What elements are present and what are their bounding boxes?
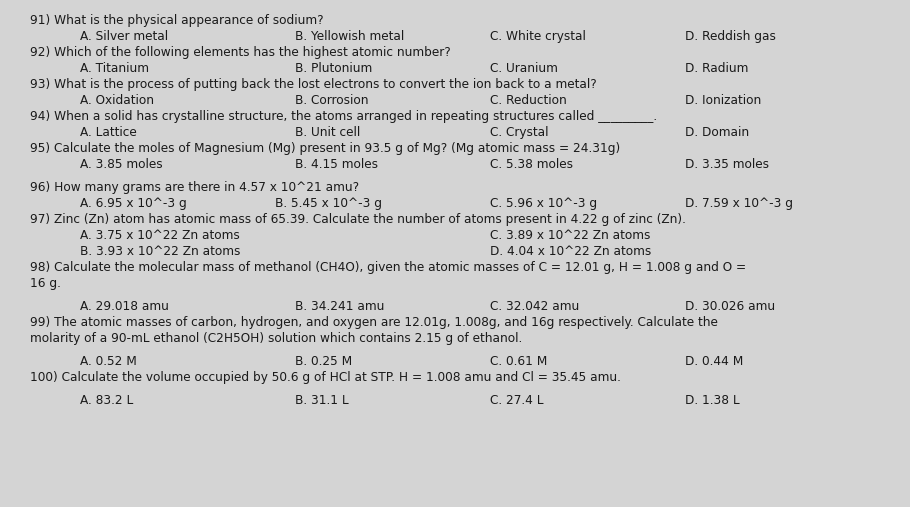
Text: B. 4.15 moles: B. 4.15 moles: [295, 158, 378, 171]
Text: D. 7.59 x 10^-3 g: D. 7.59 x 10^-3 g: [685, 197, 793, 210]
Text: D. Ionization: D. Ionization: [685, 94, 762, 107]
Text: D. 1.38 L: D. 1.38 L: [685, 394, 740, 407]
Text: C. 3.89 x 10^22 Zn atoms: C. 3.89 x 10^22 Zn atoms: [490, 229, 651, 242]
Text: 91) What is the physical appearance of sodium?: 91) What is the physical appearance of s…: [30, 14, 324, 27]
Text: D. 4.04 x 10^22 Zn atoms: D. 4.04 x 10^22 Zn atoms: [490, 245, 652, 258]
Text: 94) When a solid has crystalline structure, the atoms arranged in repeating stru: 94) When a solid has crystalline structu…: [30, 110, 657, 123]
Text: D. 3.35 moles: D. 3.35 moles: [685, 158, 769, 171]
Text: A. 29.018 amu: A. 29.018 amu: [80, 300, 169, 313]
Text: D. 30.026 amu: D. 30.026 amu: [685, 300, 775, 313]
Text: A. 6.95 x 10^-3 g: A. 6.95 x 10^-3 g: [80, 197, 187, 210]
Text: A. Lattice: A. Lattice: [80, 126, 136, 139]
Text: A. 3.85 moles: A. 3.85 moles: [80, 158, 163, 171]
Text: 16 g.: 16 g.: [30, 277, 61, 290]
Text: 99) The atomic masses of carbon, hydrogen, and oxygen are 12.01g, 1.008g, and 16: 99) The atomic masses of carbon, hydroge…: [30, 316, 718, 329]
Text: 100) Calculate the volume occupied by 50.6 g of HCl at STP. H = 1.008 amu and Cl: 100) Calculate the volume occupied by 50…: [30, 371, 621, 384]
Text: A. 0.52 M: A. 0.52 M: [80, 355, 136, 368]
Text: C. White crystal: C. White crystal: [490, 30, 586, 43]
Text: B. 5.45 x 10^-3 g: B. 5.45 x 10^-3 g: [275, 197, 382, 210]
Text: A. Titanium: A. Titanium: [80, 62, 149, 75]
Text: A. 83.2 L: A. 83.2 L: [80, 394, 133, 407]
Text: 96) How many grams are there in 4.57 x 10^21 amu?: 96) How many grams are there in 4.57 x 1…: [30, 181, 359, 194]
Text: 95) Calculate the moles of Magnesium (Mg) present in 93.5 g of Mg? (Mg atomic ma: 95) Calculate the moles of Magnesium (Mg…: [30, 142, 621, 155]
Text: C. Uranium: C. Uranium: [490, 62, 558, 75]
Text: B. 34.241 amu: B. 34.241 amu: [295, 300, 384, 313]
Text: C. Crystal: C. Crystal: [490, 126, 549, 139]
Text: C. 5.38 moles: C. 5.38 moles: [490, 158, 573, 171]
Text: B. Corrosion: B. Corrosion: [295, 94, 369, 107]
Text: B. Yellowish metal: B. Yellowish metal: [295, 30, 404, 43]
Text: D. Reddish gas: D. Reddish gas: [685, 30, 776, 43]
Text: 97) Zinc (Zn) atom has atomic mass of 65.39. Calculate the number of atoms prese: 97) Zinc (Zn) atom has atomic mass of 65…: [30, 213, 686, 226]
Text: C. 27.4 L: C. 27.4 L: [490, 394, 543, 407]
Text: B. Unit cell: B. Unit cell: [295, 126, 360, 139]
Text: molarity of a 90-mL ethanol (C2H5OH) solution which contains 2.15 g of ethanol.: molarity of a 90-mL ethanol (C2H5OH) sol…: [30, 332, 522, 345]
Text: A. Oxidation: A. Oxidation: [80, 94, 154, 107]
Text: D. Domain: D. Domain: [685, 126, 749, 139]
Text: 98) Calculate the molecular mass of methanol (CH4O), given the atomic masses of : 98) Calculate the molecular mass of meth…: [30, 261, 746, 274]
Text: B. 31.1 L: B. 31.1 L: [295, 394, 349, 407]
Text: D. Radium: D. Radium: [685, 62, 748, 75]
Text: B. 3.93 x 10^22 Zn atoms: B. 3.93 x 10^22 Zn atoms: [80, 245, 240, 258]
Text: C. 5.96 x 10^-3 g: C. 5.96 x 10^-3 g: [490, 197, 597, 210]
Text: C. Reduction: C. Reduction: [490, 94, 567, 107]
Text: A. Silver metal: A. Silver metal: [80, 30, 168, 43]
Text: 93) What is the process of putting back the lost electrons to convert the ion ba: 93) What is the process of putting back …: [30, 78, 597, 91]
Text: 92) Which of the following elements has the highest atomic number?: 92) Which of the following elements has …: [30, 46, 450, 59]
Text: C. 32.042 amu: C. 32.042 amu: [490, 300, 580, 313]
Text: B. Plutonium: B. Plutonium: [295, 62, 372, 75]
Text: B. 0.25 M: B. 0.25 M: [295, 355, 352, 368]
Text: D. 0.44 M: D. 0.44 M: [685, 355, 743, 368]
Text: C. 0.61 M: C. 0.61 M: [490, 355, 547, 368]
Text: A. 3.75 x 10^22 Zn atoms: A. 3.75 x 10^22 Zn atoms: [80, 229, 239, 242]
